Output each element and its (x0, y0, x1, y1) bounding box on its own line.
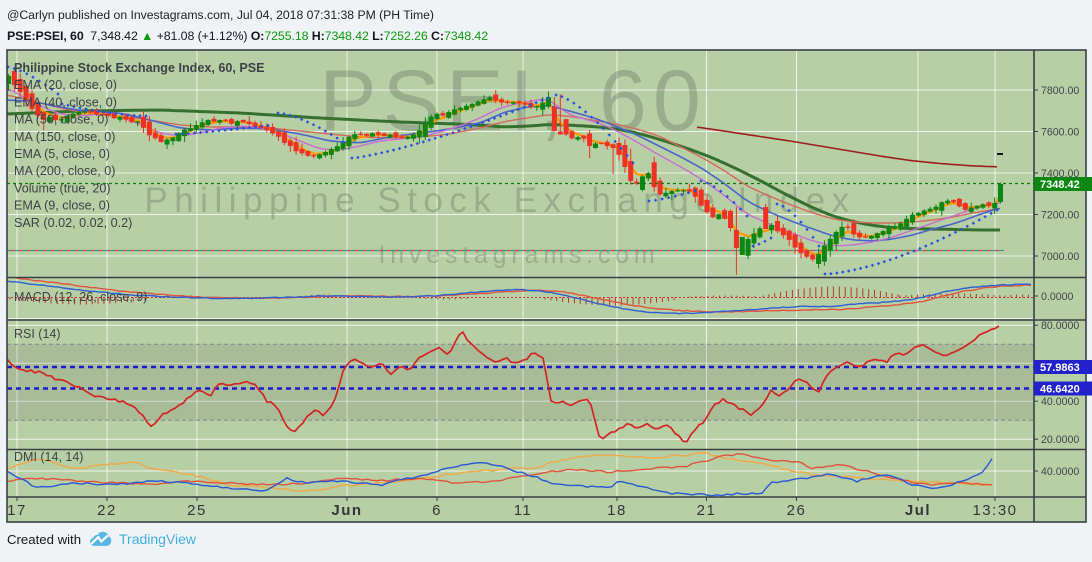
svg-text:DMI (14, 14): DMI (14, 14) (14, 450, 83, 464)
svg-text:7800.00: 7800.00 (1041, 85, 1079, 97)
svg-text:MA (200, close, 0): MA (200, close, 0) (14, 164, 116, 178)
svg-text:Philippine Stock Exchange Inde: Philippine Stock Exchange Index, 60, PSE (14, 61, 265, 75)
svg-text:40.0000: 40.0000 (1041, 396, 1079, 408)
svg-text:7200.00: 7200.00 (1041, 210, 1079, 222)
svg-text:Investagrams.com: Investagrams.com (378, 241, 659, 269)
svg-text:80.0000: 80.0000 (1041, 320, 1079, 332)
svg-text:6: 6 (432, 502, 442, 519)
svg-text:20.0000: 20.0000 (1041, 434, 1079, 446)
svg-text:7600.00: 7600.00 (1041, 127, 1079, 139)
svg-text:Volume (true, 20): Volume (true, 20) (14, 181, 111, 195)
svg-text:13:30: 13:30 (972, 502, 1017, 519)
svg-text:MA (50, close, 0): MA (50, close, 0) (14, 113, 109, 127)
svg-text:40.0000: 40.0000 (1041, 466, 1079, 478)
svg-text:22: 22 (97, 502, 117, 519)
svg-text:EMA (40, close, 0): EMA (40, close, 0) (14, 95, 117, 109)
svg-text:25: 25 (187, 502, 207, 519)
svg-text:11: 11 (514, 502, 533, 519)
svg-text:Jul: Jul (905, 502, 931, 519)
svg-text:0.0000: 0.0000 (1041, 291, 1074, 303)
svg-text:46.6420: 46.6420 (1040, 384, 1080, 396)
svg-text:RSI (14): RSI (14) (14, 327, 61, 341)
svg-text:18: 18 (607, 502, 627, 519)
svg-text:7000.00: 7000.00 (1041, 251, 1079, 263)
svg-text:21: 21 (697, 502, 717, 519)
svg-text:17: 17 (7, 502, 27, 519)
svg-text:MACD (12, 26, close, 9): MACD (12, 26, close, 9) (14, 290, 147, 304)
svg-text:EMA (5, close, 0): EMA (5, close, 0) (14, 147, 110, 161)
svg-text:SAR (0.02, 0.02, 0.2): SAR (0.02, 0.02, 0.2) (14, 216, 132, 230)
svg-text:26: 26 (787, 502, 807, 519)
svg-text:EMA (9, close, 0): EMA (9, close, 0) (14, 199, 110, 213)
svg-text:MA (150, close, 0): MA (150, close, 0) (14, 130, 116, 144)
svg-text:Jun: Jun (331, 502, 362, 519)
svg-text:57.9863: 57.9863 (1040, 362, 1080, 374)
svg-text:7348.42: 7348.42 (1040, 179, 1080, 191)
svg-text:EMA (20, close, 0): EMA (20, close, 0) (14, 78, 117, 92)
